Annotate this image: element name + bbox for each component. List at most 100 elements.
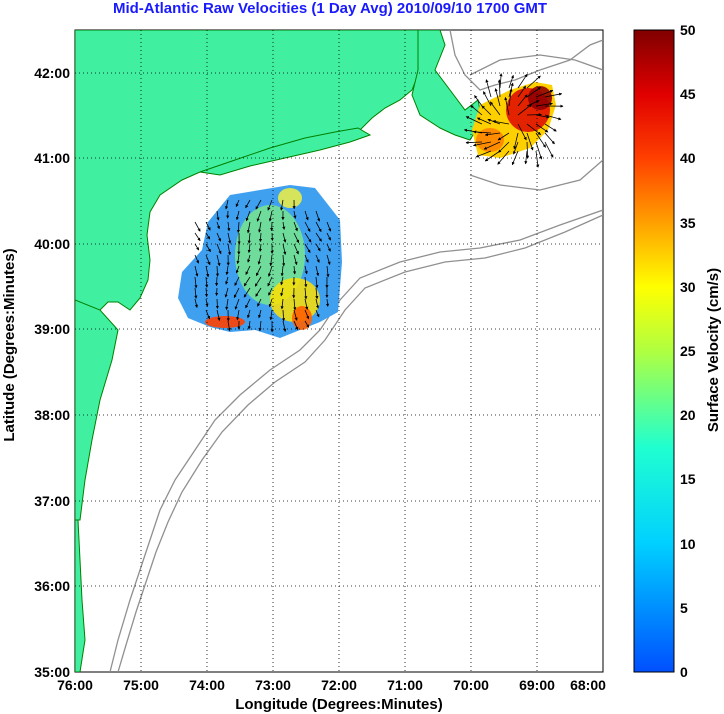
velocity-arrow: [257, 254, 262, 265]
velocity-arrow: [258, 243, 263, 252]
velocity-arrow: [315, 221, 322, 233]
velocity-arrow: [236, 254, 240, 265]
x-tick: 68:00: [570, 677, 606, 693]
velocity-arrow: [315, 309, 320, 318]
velocity-arrow: [205, 254, 211, 266]
velocity-arrow: [255, 287, 262, 297]
colorbar-tick: 45: [680, 86, 696, 102]
velocity-arrow: [227, 232, 232, 244]
velocity-arrow: [465, 116, 483, 125]
velocity-arrow: [535, 89, 554, 98]
velocity-arrow: [215, 276, 219, 287]
velocity-arrow: [255, 199, 262, 210]
velocity-arrow: [544, 92, 563, 98]
velocity-arrow: [476, 117, 492, 125]
velocity-arrow: [473, 130, 492, 134]
velocity-arrow: [216, 309, 221, 322]
velocity-vectors: [194, 73, 564, 333]
velocity-arrow: [205, 243, 211, 253]
velocity-arrow: [280, 298, 284, 310]
velocity-arrow: [315, 265, 320, 277]
velocity-arrow: [508, 88, 513, 107]
velocity-arrow: [194, 232, 201, 242]
colorbar-tick: 0: [680, 664, 688, 680]
velocity-arrow: [205, 276, 209, 288]
velocity-arrow: [293, 309, 298, 321]
velocity-arrow: [315, 254, 320, 263]
velocity-arrow: [513, 132, 519, 150]
velocity-arrow: [315, 287, 319, 300]
velocity-arrow: [256, 265, 262, 277]
velocity-arrow: [475, 150, 492, 158]
colorbar-ticks: 0 5 10 15 20 25 30 35 40 45 50: [680, 22, 696, 680]
velocity-arrow: [281, 309, 286, 322]
colorbar-tick: 20: [680, 407, 696, 423]
velocity-arrow: [315, 232, 322, 242]
velocity-arrow: [268, 287, 273, 296]
velocity-arrow: [535, 141, 543, 160]
velocity-arrow: [215, 287, 219, 297]
velocity-arrow: [517, 123, 527, 141]
y-tick: 38:00: [34, 407, 70, 423]
velocity-arrow: [498, 141, 510, 153]
velocity-arrow: [535, 102, 553, 107]
velocity-arrow: [194, 221, 201, 232]
velocity-arrow: [235, 210, 240, 221]
grid: [75, 30, 603, 672]
colorbar-tick: 15: [680, 471, 696, 487]
velocity-arrow: [215, 298, 219, 310]
velocity-arrow: [304, 243, 311, 253]
land-delmarva: [75, 299, 119, 521]
velocity-arrow: [194, 243, 200, 251]
velocity-arrow: [280, 199, 284, 211]
velocity-arrow: [544, 114, 562, 121]
velocity-arrow: [472, 141, 492, 147]
x-tick: 73:00: [255, 677, 291, 693]
velocity-arrow: [293, 221, 298, 232]
x-tick: 74:00: [189, 677, 225, 693]
velocity-arrow: [227, 243, 232, 256]
colorbar-tick: 35: [680, 215, 696, 231]
velocity-arrow: [293, 298, 297, 311]
colorbar-tick: 30: [680, 279, 696, 295]
velocity-arrow: [247, 254, 251, 263]
velocity-arrow: [535, 150, 540, 168]
colorbar-tick: 40: [680, 150, 696, 166]
velocity-arrow: [257, 298, 262, 307]
velocity-arrow: [304, 320, 310, 328]
velocity-arrow: [485, 79, 492, 98]
velocity-arrow: [497, 132, 510, 141]
velocity-arrow: [245, 265, 251, 275]
velocity-arrow: [524, 150, 528, 165]
velocity-arrow: [268, 298, 273, 308]
velocity-arrow: [254, 276, 262, 287]
velocity-arrow: [216, 243, 222, 255]
velocity-arrow: [225, 199, 229, 210]
velocity-arrow: [304, 232, 312, 243]
x-tick: 70:00: [453, 677, 489, 693]
velocity-arrow: [304, 221, 311, 232]
velocity-arrow: [544, 132, 555, 145]
contour-georges-bank: [469, 54, 603, 191]
velocity-arrow: [246, 221, 251, 234]
velocity-arrow: [216, 232, 221, 242]
velocity-arrow: [326, 243, 331, 252]
contour-gulf-maine: [449, 30, 603, 91]
velocity-arrow: [517, 73, 528, 89]
velocity-arrow: [293, 254, 298, 266]
velocity-arrow: [225, 276, 229, 285]
velocity-arrow: [494, 88, 501, 107]
velocity-arrow: [205, 265, 210, 278]
y-tick: 36:00: [34, 578, 70, 594]
velocity-arrow: [282, 243, 287, 256]
velocity-arrow: [268, 210, 273, 222]
colorbar-tick: 10: [680, 536, 696, 552]
velocity-arrow: [315, 243, 321, 252]
velocity-arrow: [205, 309, 211, 320]
velocity-arrow: [326, 265, 330, 278]
velocity-arrow: [280, 276, 284, 286]
velocity-arrow: [293, 210, 297, 219]
x-tick: 76:00: [57, 677, 93, 693]
velocity-field-nantucket: [472, 82, 556, 158]
velocity-arrow: [304, 298, 309, 311]
